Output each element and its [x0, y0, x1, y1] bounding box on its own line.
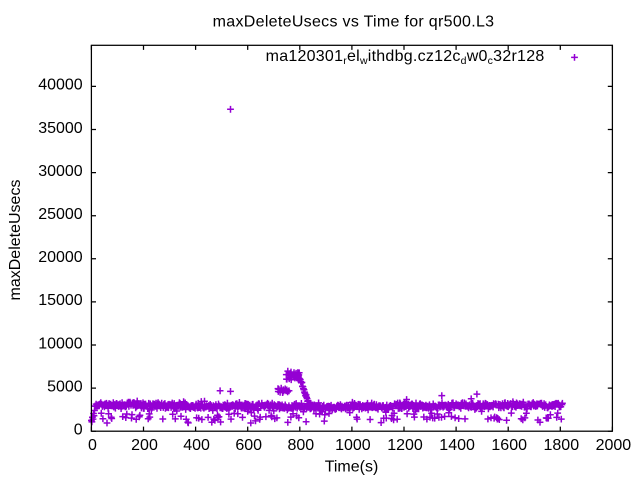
svg-text:40000: 40000 [38, 77, 83, 94]
svg-text:0: 0 [74, 422, 83, 439]
svg-text:10000: 10000 [38, 335, 83, 352]
svg-text:5000: 5000 [47, 378, 83, 395]
svg-text:20000: 20000 [38, 249, 83, 266]
svg-text:400: 400 [183, 437, 210, 454]
svg-text:1400: 1400 [439, 437, 475, 454]
svg-text:200: 200 [131, 437, 158, 454]
svg-text:35000: 35000 [38, 120, 83, 137]
svg-text:25000: 25000 [38, 206, 83, 223]
svg-text:600: 600 [235, 437, 262, 454]
svg-text:maxDeleteUsecs vs Time for qr5: maxDeleteUsecs vs Time for qr500.L3 [213, 14, 495, 31]
svg-text:30000: 30000 [38, 163, 83, 180]
svg-text:1200: 1200 [387, 437, 423, 454]
svg-text:1600: 1600 [491, 437, 527, 454]
svg-text:0: 0 [88, 437, 97, 454]
svg-text:ma120301relwithdbg.cz12cdw0c32: ma120301relwithdbg.cz12cdw0c32r128 [266, 48, 545, 67]
svg-text:800: 800 [287, 437, 314, 454]
svg-text:maxDeleteUsecs: maxDeleteUsecs [7, 180, 24, 301]
svg-text:Time(s): Time(s) [325, 459, 379, 476]
svg-text:1000: 1000 [335, 437, 371, 454]
svg-text:1800: 1800 [544, 437, 580, 454]
svg-text:2000: 2000 [596, 437, 632, 454]
svg-text:15000: 15000 [38, 292, 83, 309]
